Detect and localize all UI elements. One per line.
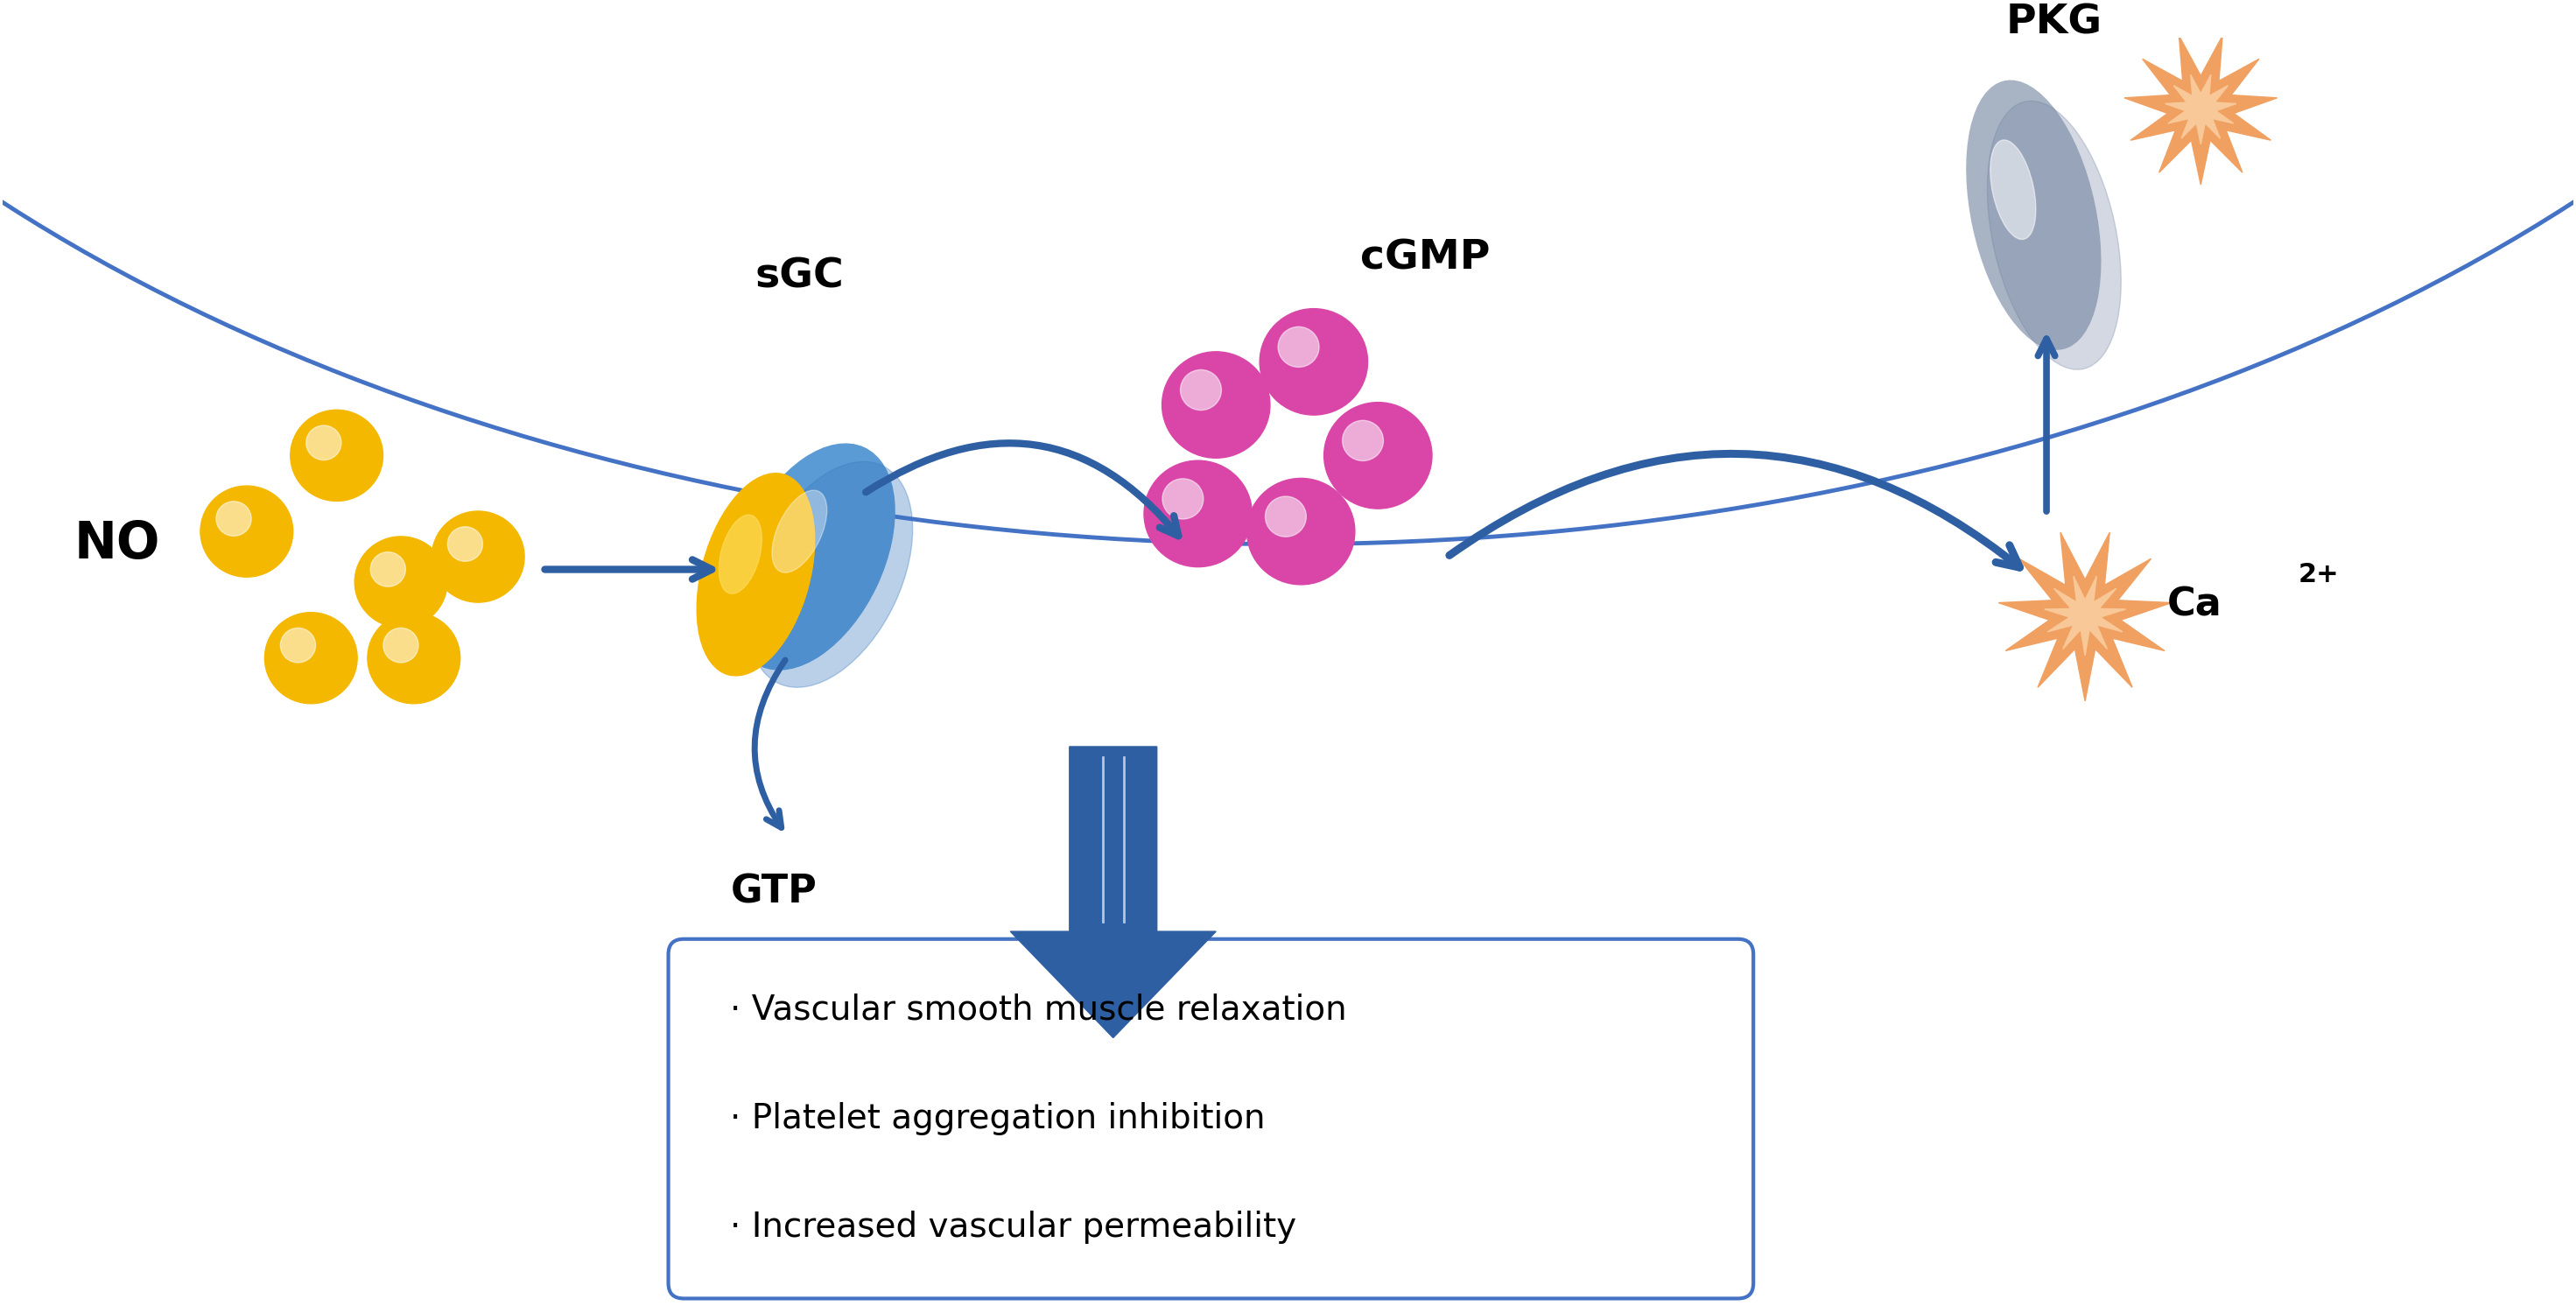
Text: sGC: sGC — [755, 256, 845, 296]
Polygon shape — [2045, 576, 2125, 656]
Circle shape — [265, 613, 358, 704]
Circle shape — [1177, 492, 1231, 546]
Circle shape — [433, 511, 526, 602]
Circle shape — [1278, 326, 1319, 367]
Circle shape — [319, 438, 363, 483]
Polygon shape — [2164, 74, 2236, 144]
Text: GTP: GTP — [732, 874, 817, 910]
Ellipse shape — [719, 515, 762, 594]
Circle shape — [1358, 434, 1412, 487]
Circle shape — [294, 640, 337, 686]
Circle shape — [355, 537, 448, 628]
Circle shape — [229, 513, 276, 559]
Text: NO: NO — [75, 520, 160, 569]
Circle shape — [1293, 341, 1347, 393]
Circle shape — [307, 426, 340, 460]
FancyArrow shape — [1010, 747, 1216, 1038]
Ellipse shape — [773, 490, 827, 572]
Circle shape — [1324, 402, 1432, 508]
Circle shape — [1265, 496, 1306, 537]
Circle shape — [1180, 370, 1221, 410]
Ellipse shape — [1991, 140, 2035, 239]
Circle shape — [1342, 421, 1383, 461]
Text: · Vascular smooth muscle relaxation: · Vascular smooth muscle relaxation — [729, 994, 1347, 1027]
Circle shape — [1144, 461, 1252, 567]
Ellipse shape — [729, 444, 894, 670]
Circle shape — [394, 640, 440, 686]
Circle shape — [1162, 351, 1270, 458]
Circle shape — [281, 628, 317, 662]
Text: cGMP: cGMP — [1360, 239, 1489, 278]
FancyBboxPatch shape — [667, 939, 1754, 1298]
Ellipse shape — [698, 473, 814, 675]
Text: 2+: 2+ — [2298, 562, 2339, 588]
Polygon shape — [1999, 533, 2172, 701]
Circle shape — [448, 526, 482, 562]
Text: Ca: Ca — [2166, 586, 2223, 624]
Circle shape — [384, 628, 417, 662]
Circle shape — [368, 613, 461, 704]
Circle shape — [459, 538, 505, 584]
Ellipse shape — [1965, 81, 2099, 349]
Ellipse shape — [747, 461, 912, 687]
Circle shape — [1280, 511, 1334, 563]
Circle shape — [201, 486, 294, 577]
Text: · Increased vascular permeability: · Increased vascular permeability — [729, 1211, 1296, 1245]
Text: · Platelet aggregation inhibition: · Platelet aggregation inhibition — [729, 1102, 1265, 1135]
Circle shape — [371, 552, 404, 586]
Circle shape — [1195, 384, 1249, 436]
Circle shape — [1247, 478, 1355, 585]
Text: PKG: PKG — [2007, 4, 2102, 43]
Circle shape — [1162, 478, 1203, 518]
Circle shape — [216, 502, 252, 535]
Polygon shape — [2125, 35, 2277, 184]
Ellipse shape — [1986, 101, 2120, 370]
Circle shape — [291, 410, 384, 502]
Circle shape — [1260, 308, 1368, 415]
Circle shape — [381, 564, 428, 610]
